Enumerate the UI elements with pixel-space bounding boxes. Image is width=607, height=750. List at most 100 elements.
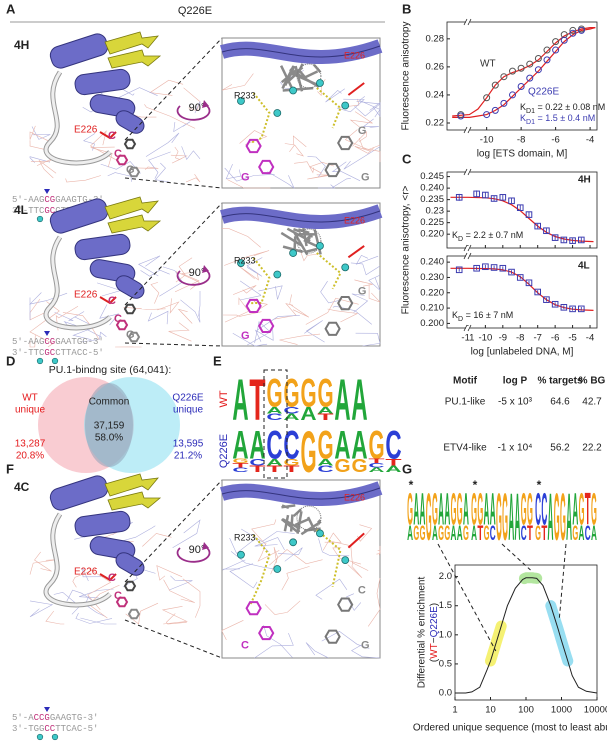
dna-wire	[327, 308, 359, 323]
logo-letter: A	[572, 484, 578, 534]
plot-frame	[446, 21, 598, 131]
data-point	[525, 211, 533, 218]
plot-frame	[446, 255, 598, 329]
dna-wire	[222, 311, 262, 317]
base-ring	[245, 601, 262, 616]
annotation: 4H	[578, 175, 591, 186]
dna-wire	[80, 617, 117, 625]
dna-wire	[351, 293, 369, 313]
dna-wire	[177, 308, 193, 324]
sequence-part: CCG	[34, 713, 50, 723]
site-marker	[44, 189, 50, 194]
dna-wire	[89, 130, 116, 160]
logo-letter: G	[477, 484, 483, 534]
dna-wire	[75, 612, 113, 624]
base-ring	[115, 319, 129, 331]
sequence: 3'-TGGCCTTCAC-5'	[12, 724, 98, 734]
dna-wire	[82, 133, 96, 151]
dna-wire	[170, 154, 188, 164]
logo-letter: T	[249, 367, 265, 433]
sequence-part: CG	[44, 337, 55, 347]
y-axis-title: Differential % enrichment	[417, 577, 428, 689]
sequence: 3'-TTCGCCTTACC-5'	[12, 348, 104, 358]
logo-letter: A	[351, 423, 367, 467]
data-point	[578, 236, 585, 244]
logo-letter: C	[317, 463, 333, 474]
y-tick-label: 0.245	[420, 171, 444, 182]
data-point	[455, 194, 463, 201]
axis-break-gap	[466, 128, 470, 132]
panel-label: C	[402, 151, 412, 166]
site-marker	[44, 707, 50, 712]
dna-wire	[368, 274, 381, 291]
dna-wire	[29, 319, 54, 348]
logo-letter: T	[585, 483, 591, 534]
annotation-part: K	[520, 102, 526, 112]
base-label: G	[241, 171, 250, 183]
logo-letter: G	[560, 481, 566, 555]
axis-break	[463, 168, 472, 176]
dna-wire	[224, 167, 275, 182]
y-tick-label: 0.230	[420, 272, 444, 283]
helix-ribbon	[221, 210, 381, 223]
base-ring	[115, 154, 129, 166]
dna-wire	[29, 140, 48, 151]
residue-stick	[306, 235, 311, 240]
dna-wire	[82, 567, 107, 582]
data-point	[543, 296, 550, 303]
residue-stick	[282, 86, 314, 92]
table-cell: 22.2	[582, 443, 602, 454]
dna-wire	[168, 575, 193, 591]
x-axis-title: log [unlabeled DNA, M]	[471, 347, 574, 358]
y-axis-title-part: )	[429, 603, 440, 606]
dna-wire	[377, 550, 381, 556]
arrow-head	[202, 100, 209, 108]
data-point	[551, 300, 559, 308]
logo-letter: A	[548, 481, 554, 555]
residue-label: E226	[344, 50, 365, 60]
data-point	[525, 279, 533, 287]
dna-wire	[161, 606, 188, 625]
y-tick-label: 0.23	[426, 206, 445, 217]
base-ring	[123, 580, 137, 592]
logo-letter: T	[232, 462, 249, 469]
logo-letter: G	[451, 484, 457, 534]
logo-letter: T	[385, 457, 401, 467]
y-tick-label: 0.240	[420, 257, 444, 268]
dna-wire	[194, 101, 201, 114]
venn-label: Q226E	[172, 393, 203, 404]
rotation-arrow	[176, 545, 211, 563]
logo-letter: G	[283, 457, 299, 467]
logo-letter: C	[368, 462, 384, 469]
sequence-part: 3'-TGG	[12, 724, 44, 734]
loop	[44, 71, 112, 165]
logo-letter: G	[426, 481, 432, 555]
data-point	[534, 66, 542, 74]
dna-wire	[34, 551, 52, 572]
dna-wire	[157, 298, 180, 314]
logo-letter: G	[420, 523, 426, 546]
dna-wire	[332, 547, 361, 565]
dna-wire	[273, 303, 297, 320]
base-label: C	[114, 148, 122, 160]
logo-letter: A	[413, 484, 419, 534]
data-point	[577, 26, 585, 34]
data-point	[499, 264, 507, 272]
residue-stick	[304, 247, 318, 254]
base-ring	[127, 166, 141, 178]
base-ring	[245, 138, 262, 154]
water	[289, 86, 297, 95]
base-ring	[324, 321, 341, 336]
residue-stick	[302, 70, 319, 80]
series-line	[455, 577, 598, 694]
logo-letter: G	[444, 523, 450, 546]
data-point	[543, 56, 551, 64]
annotation-part: K	[520, 113, 526, 123]
dna-wire	[305, 297, 359, 325]
logo-letter: G	[407, 484, 413, 534]
dna-wire	[148, 151, 171, 179]
dna-wire	[38, 160, 57, 179]
dna-wire	[29, 335, 36, 348]
logo-letter: A	[444, 484, 450, 534]
panel-header: Q226E	[178, 5, 212, 17]
